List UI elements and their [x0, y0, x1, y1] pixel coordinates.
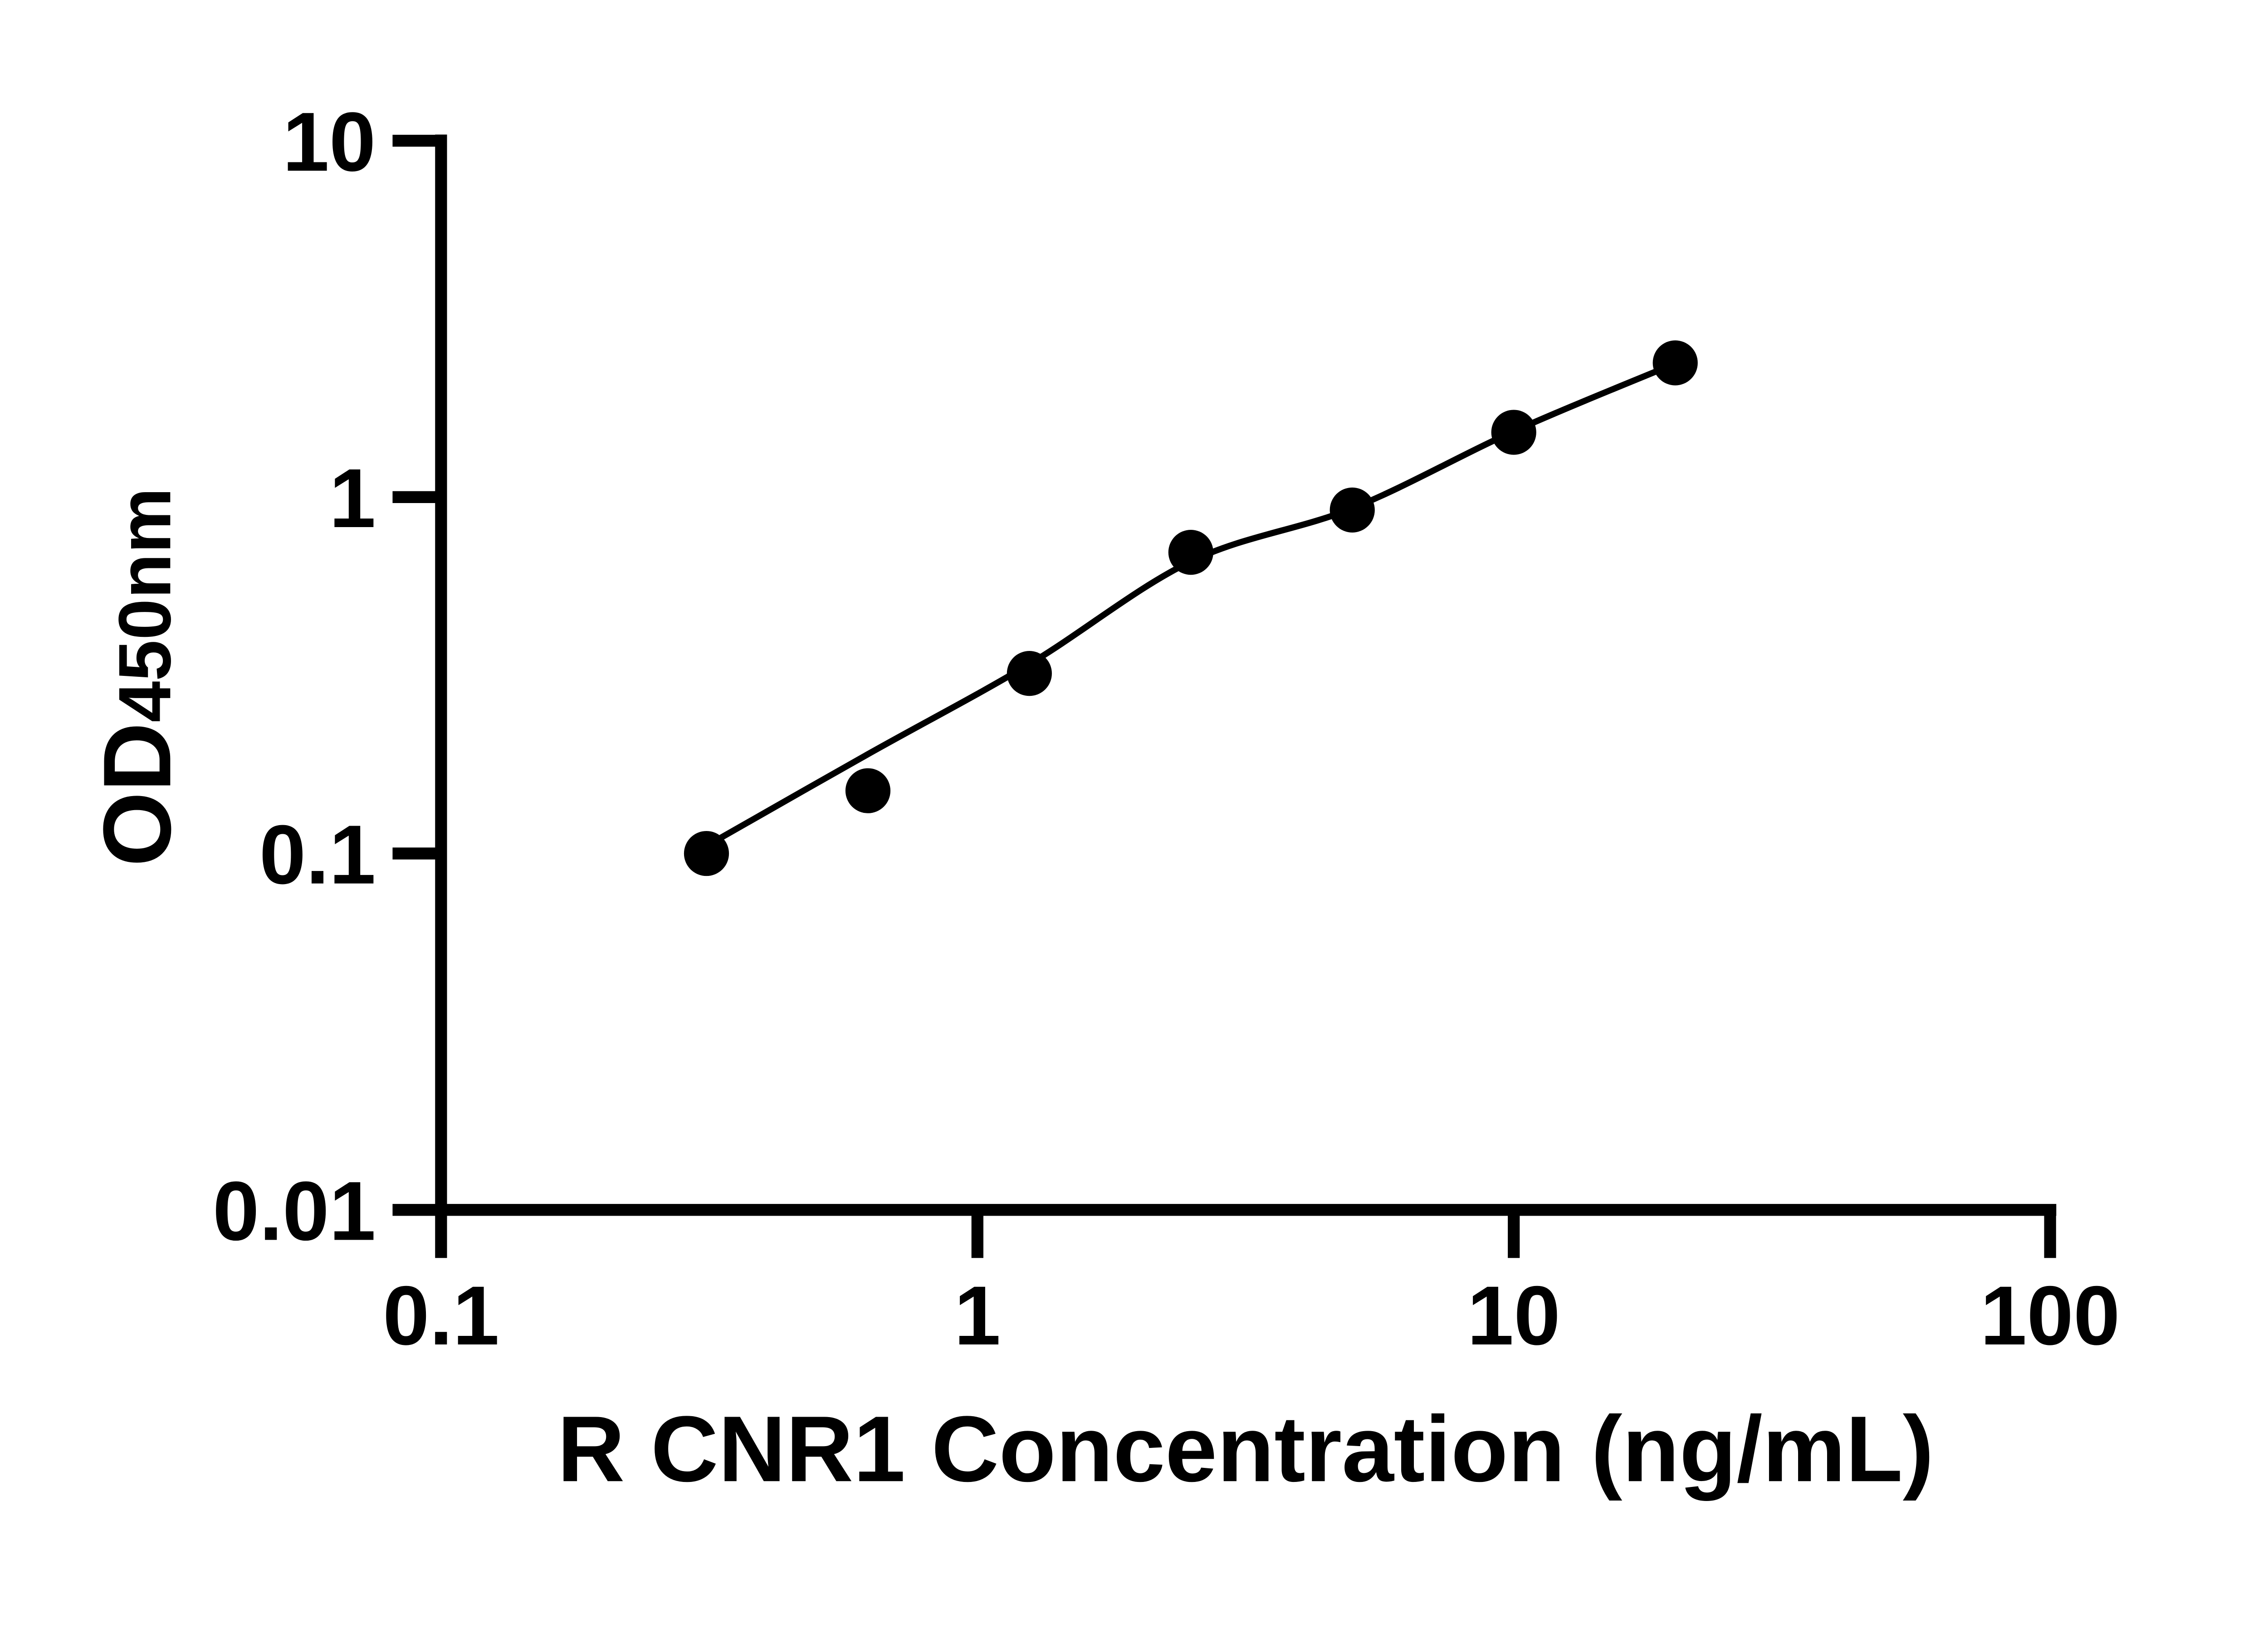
y-axis-title-sub: 450nm [103, 487, 186, 723]
x-tick-label-0.1: 0.1 [383, 1269, 499, 1363]
y-tick-label-0.01: 0.01 [213, 1164, 376, 1258]
elisa-standard-curve-figure: 10 1 0.1 0.01 0.1 1 10 100 R CNR1 Concentration… [83, 95, 2120, 1501]
y-tick-label-10: 10 [283, 95, 376, 189]
data-point-marker-x5 [1330, 487, 1375, 533]
y-axis-title: OD450nm [84, 487, 191, 867]
data-point-marker-x1_25 [1007, 651, 1052, 696]
y-tick-label-0.1: 0.1 [259, 808, 376, 902]
y-tick-label-1: 1 [329, 452, 376, 545]
data-point-marker-x20 [1652, 340, 1698, 386]
x-tick-label-1: 1 [954, 1269, 1001, 1363]
data-point-marker-x0_3125 [684, 831, 729, 876]
data-point-marker-x10 [1491, 410, 1536, 455]
y-axis-title-main: OD [83, 722, 191, 867]
data-point-marker-x0_625 [845, 768, 891, 813]
x-tick-label-10: 10 [1467, 1269, 1560, 1363]
x-axis-title: R CNR1 Concentration (ng/mL) [557, 1396, 1934, 1501]
x-tick-label-100: 100 [1980, 1269, 2120, 1363]
data-point-marker-x2_5 [1168, 530, 1213, 575]
